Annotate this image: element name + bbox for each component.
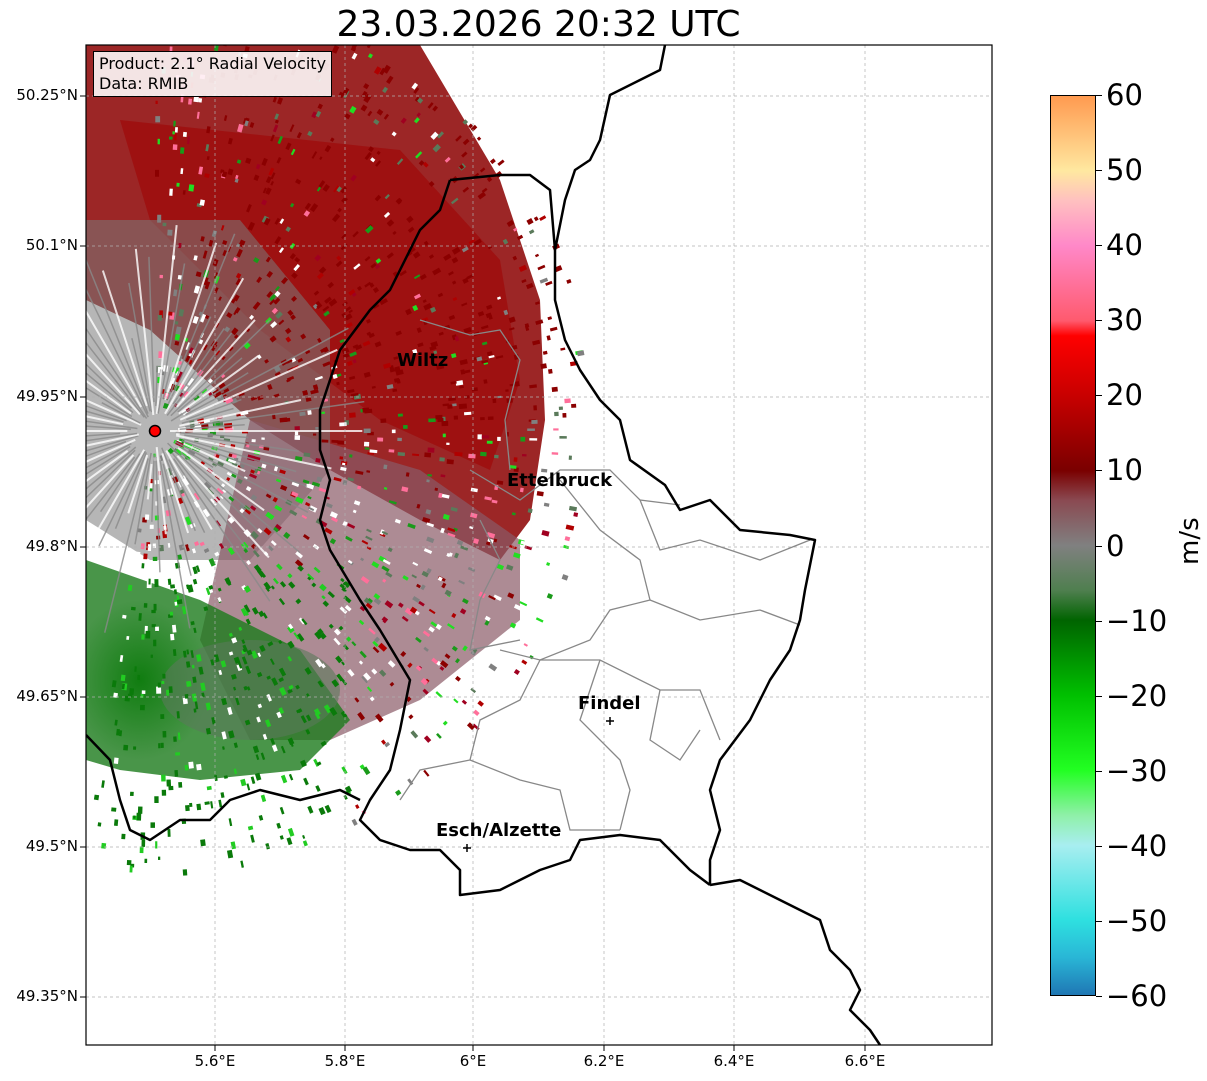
y-label-50-1: 50.1°N [25,236,78,254]
district-borders [399,319,811,831]
y-label-49-35: 49.35°N [16,987,78,1005]
map-title: 23.03.2026 20:32 UTC [336,4,741,45]
colorbar-tick-label: 30 [1106,303,1143,338]
colorbar-tick-label: 10 [1106,453,1143,488]
colorbar-tick-label: −50 [1106,903,1168,938]
axis-ticks [80,95,866,1051]
product-label: Product: 2.1° Radial Velocity [99,54,327,73]
border-lu-west [318,179,711,897]
y-label-49-65: 49.65°N [16,687,78,705]
colorbar-tick-label: 20 [1106,378,1143,413]
city-label-ettelbruck: Ettelbruck [507,470,613,491]
colorbar-tick [1096,320,1102,322]
border-lu-north [449,173,557,251]
colorbar-tick [1096,845,1102,847]
colorbar-tick [1096,996,1102,997]
colorbar-tick-label: 50 [1106,153,1143,188]
findel-marker [606,717,614,725]
colorbar [1050,95,1096,996]
y-label-50-25: 50.25°N [16,86,78,104]
colorbar-tick [1096,695,1102,697]
colorbar-unit-label: m/s [1175,517,1205,565]
x-label-6-4: 6.4°E [713,1052,755,1070]
national-borders [86,45,882,1045]
city-label-esch: Esch/Alzette [436,820,562,841]
colorbar-tick-label: −30 [1106,753,1168,788]
data-source-label: Data: RMIB [99,74,189,93]
radar-site-marker [148,424,162,438]
colorbar-tick [1096,395,1102,397]
colorbar-tick-label: 60 [1106,78,1143,112]
colorbar-tick-label: −60 [1106,979,1168,1013]
colorbar-tick [1096,470,1102,472]
x-label-5-6: 5.6°E [194,1052,236,1070]
colorbar-tick-label: −20 [1106,678,1168,713]
colorbar-tick-label: 40 [1106,228,1143,263]
y-label-49-8: 49.8°N [25,537,78,555]
x-label-6-2: 6.2°E [583,1052,625,1070]
colorbar-tick [1096,770,1102,772]
colorbar-tick [1096,620,1102,622]
colorbar-tick-label: −40 [1106,828,1168,863]
esch-marker [463,844,471,852]
city-label-wiltz: Wiltz [397,350,449,371]
y-label-49-5: 49.5°N [25,837,78,855]
colorbar-tick [1096,545,1102,547]
colorbar-tick [1096,95,1102,96]
x-label-6-6: 6.6°E [844,1052,886,1070]
colorbar-tick [1096,920,1102,922]
border-be-fr-west [86,734,361,842]
gridlines [86,45,992,1045]
y-label-49-95: 49.95°N [16,387,78,405]
colorbar-tick-label: 0 [1106,528,1125,563]
colorbar-tick [1096,170,1102,172]
echo-darkred-core [120,120,520,470]
city-label-findel: Findel [578,693,641,714]
radar-rays [86,224,365,633]
product-info-box: Product: 2.1° Radial Velocity Data: RMIB [93,51,333,97]
colorbar-tick-label: −10 [1106,603,1168,638]
x-label-6: 6°E [459,1052,487,1070]
x-label-5-8: 5.8°E [324,1052,366,1070]
border-de-fr-south [709,878,882,1045]
colorbar-tick [1096,245,1102,247]
border-lu-east [553,45,817,885]
